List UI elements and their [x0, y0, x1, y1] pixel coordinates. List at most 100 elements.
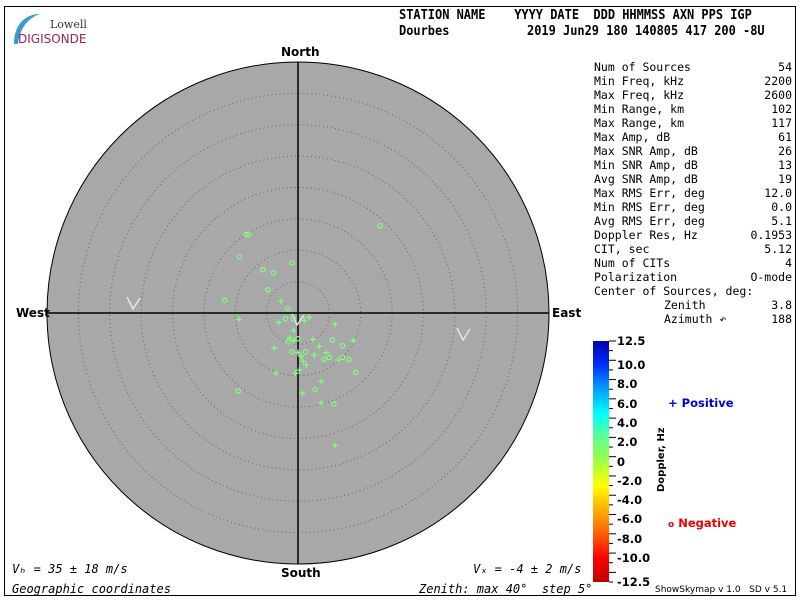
- source-negative: [346, 356, 352, 363]
- source-negative: [245, 231, 252, 238]
- source-negative: [329, 337, 336, 343]
- source-negative: [288, 259, 295, 266]
- stat-label: Max Freq, kHz: [594, 88, 685, 102]
- source-negative: [285, 305, 291, 312]
- stat-value: 2200: [764, 74, 792, 88]
- source-positive: [335, 357, 342, 364]
- circle-icon: o: [668, 520, 675, 530]
- source-positive: [290, 337, 297, 344]
- stat-label: Avg RMS Err, deg: [594, 214, 705, 228]
- source-positive: [275, 319, 282, 326]
- stat-value: 0.0: [771, 200, 792, 214]
- stat-value: 0.1953: [750, 228, 792, 242]
- stat-label: Min RMS Err, deg: [594, 200, 705, 214]
- stat-zenith: Zenith 3.8: [664, 298, 792, 312]
- stat-row: Avg RMS Err, deg 5.1: [594, 214, 792, 228]
- stat-label: Doppler Res, Hz: [594, 228, 698, 242]
- stat-value: 19: [778, 172, 792, 186]
- zenith-scale: Zenith: max 40° step 5°: [419, 582, 593, 596]
- source-negative: [377, 222, 384, 229]
- stat-row: Min RMS Err, deg 0.0: [594, 200, 792, 214]
- stat-row: Max Amp, dB 61: [594, 130, 792, 144]
- stat-row: Max RMS Err, deg 12.0: [594, 186, 792, 200]
- stat-label: Avg SNR Amp, dB: [594, 172, 698, 186]
- colorbar-tick-label: -6.0: [617, 512, 643, 527]
- logo-text-digisonde: DIGISONDE: [18, 32, 87, 46]
- velocity-marker-center: [291, 313, 305, 327]
- stat-label: Min Range, km: [594, 102, 685, 116]
- plus-icon: +: [668, 396, 678, 410]
- window-frame: [4, 6, 796, 596]
- stat-value: 12.0: [764, 186, 792, 200]
- stat-value: 54: [778, 60, 792, 74]
- source-positive: [300, 358, 307, 365]
- stat-row: Min Range, km 102: [594, 102, 792, 116]
- stat-row: Max Range, km 117: [594, 116, 792, 130]
- source-negative: [243, 231, 249, 238]
- header-labels: STATION NAME YYYY DATE DDD HHMMSS AXN PP…: [399, 8, 752, 23]
- colorbar-tick-label: -12.5: [617, 575, 651, 589]
- stat-label: Min Freq, kHz: [594, 74, 685, 88]
- source-positive: [332, 442, 339, 449]
- stat-azimuth: Azimuth ↶ 188: [664, 312, 792, 326]
- label-south: South: [281, 566, 321, 580]
- source-positive: [318, 378, 325, 385]
- source-negative: [339, 342, 346, 349]
- source-negative: [235, 388, 242, 394]
- stat-row: Doppler Res, Hz 0.1953: [594, 228, 792, 242]
- center-of-sources-title: Center of Sources, deg:: [594, 284, 754, 298]
- source-positive: [310, 336, 317, 343]
- source-negative: [282, 315, 289, 322]
- source-positive: [332, 321, 339, 328]
- stat-row: Max Freq, kHz 2600: [594, 88, 792, 102]
- logo-swoosh-icon: [14, 14, 40, 44]
- stat-row: Avg SNR Amp, dB 19: [594, 172, 792, 186]
- velocity-marker-east: [456, 327, 471, 342]
- stat-value: 4: [785, 256, 792, 270]
- colorbar-tick-label: 8.0: [617, 377, 638, 392]
- source-positive: [236, 316, 243, 323]
- source-negative: [312, 386, 318, 393]
- source-positive: [316, 343, 323, 350]
- source-negative: [260, 266, 266, 273]
- colorbar-tick-label: 0: [617, 454, 626, 469]
- stat-value: O-mode: [750, 270, 792, 284]
- source-positive: [318, 399, 325, 406]
- statistics-panel: Num of Sources 54 Min Freq, kHz 2200 Max Fre…: [594, 60, 792, 326]
- header-values: 2019 Jun29 180 140805 417 200 -8U: [527, 24, 765, 39]
- velocity-marker-west: [126, 296, 141, 311]
- source-negative: [339, 354, 346, 361]
- stat-row: Num of CITs 4: [594, 256, 792, 270]
- stat-label: Min SNR Amp, dB: [594, 158, 698, 172]
- doppler-colorbar: [593, 341, 609, 582]
- source-negative: [302, 349, 309, 355]
- source-negative: [295, 335, 301, 342]
- source-negative: [236, 253, 243, 260]
- colorbar-tick-label: 6.0: [617, 396, 638, 411]
- software-version: ShowSkymap v 1.0 SD v 5.1: [655, 585, 788, 595]
- digisonde-logo: Lowell DIGISONDE: [10, 10, 90, 50]
- source-negative: [352, 369, 359, 376]
- source-positive: [296, 367, 303, 374]
- legend-positive: + Positive: [668, 396, 734, 410]
- stat-row: Max SNR Amp, dB 26: [594, 144, 792, 158]
- stat-label: Num of Sources: [594, 60, 691, 74]
- stat-label: Max Amp, dB: [594, 130, 671, 144]
- source-positive: [278, 298, 285, 305]
- stat-value: 102: [771, 102, 792, 116]
- stat-label: Max Range, km: [594, 116, 685, 130]
- colorbar-tick-label: -2.0: [617, 473, 643, 488]
- stat-value: 5.12: [764, 242, 792, 256]
- source-positive: [290, 327, 297, 334]
- stat-row: Polarization O-mode: [594, 270, 792, 284]
- stat-row: Min SNR Amp, dB 13: [594, 158, 792, 172]
- source-positive: [350, 337, 357, 344]
- source-positive: [286, 335, 293, 342]
- stat-label: Max SNR Amp, dB: [594, 144, 698, 158]
- stat-value: 61: [778, 130, 792, 144]
- label-east: East: [552, 306, 582, 320]
- source-positive: [301, 317, 308, 324]
- legend-negative: o Negative: [668, 516, 737, 530]
- colorbar-tick-label: 4.0: [617, 415, 638, 430]
